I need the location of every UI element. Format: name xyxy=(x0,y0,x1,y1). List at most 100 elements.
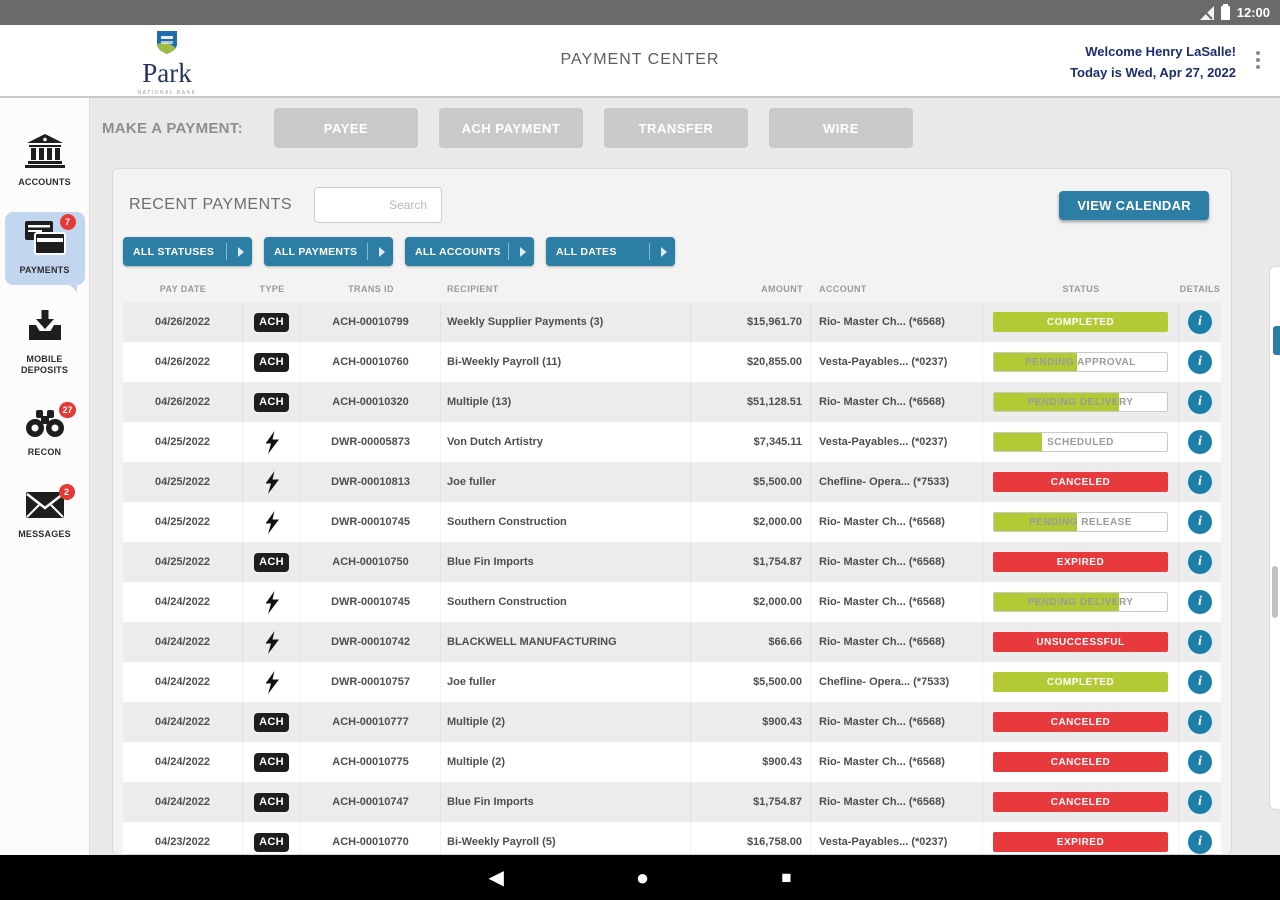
sidebar-item-messages[interactable]: 2 MESSAGES xyxy=(5,482,85,548)
info-icon[interactable]: i xyxy=(1188,470,1212,494)
page-title: PAYMENT CENTER xyxy=(560,51,720,68)
table-row: 04/24/2022 ACH ACH-00010777 Multiple (2) $90… xyxy=(123,702,1221,742)
trans-id-cell: ACH-00010775 xyxy=(301,742,441,782)
recipient-cell: Joe fuller xyxy=(441,662,691,702)
table-row: 04/24/2022 DWR-00010745 Southern Construct… xyxy=(123,582,1221,622)
account-cell: Rio- Master Ch... (*6568) xyxy=(811,582,983,622)
amount-cell: $5,500.00 xyxy=(691,662,811,702)
filter-all-payments-dropdown[interactable]: ALL PAYMENTS xyxy=(264,237,393,266)
info-icon[interactable]: i xyxy=(1188,350,1212,374)
sidebar-item-label: MESSAGES xyxy=(18,529,71,540)
info-icon[interactable]: i xyxy=(1188,310,1212,334)
view-calendar-button[interactable]: VIEW CALENDAR xyxy=(1059,190,1209,220)
amount-cell: $2,000.00 xyxy=(691,502,811,542)
info-icon[interactable]: i xyxy=(1188,590,1212,614)
details-cell: i xyxy=(1179,782,1221,822)
make-payment-wire-button[interactable]: WIRE xyxy=(769,108,913,148)
info-icon[interactable]: i xyxy=(1188,630,1212,654)
sidebar-item-label: MOBILE DEPOSITS xyxy=(20,353,69,375)
info-icon[interactable]: i xyxy=(1188,510,1212,534)
type-cell xyxy=(243,582,301,622)
filter-all-statuses-dropdown[interactable]: ALL STATUSES xyxy=(123,237,252,266)
status-badge: PENDING APPROVAL xyxy=(993,352,1168,372)
battery-icon xyxy=(1220,3,1230,20)
overflow-menu-icon[interactable] xyxy=(1256,51,1260,69)
make-payment-transfer-button[interactable]: TRANSFER xyxy=(604,108,748,148)
type-cell xyxy=(243,422,301,462)
status-cell: PENDING RELEASE xyxy=(983,502,1179,542)
make-payment-payee-button[interactable]: PAYEE xyxy=(274,108,418,148)
trans-id-cell: DWR-00010813 xyxy=(301,462,441,502)
status-cell: EXPIRED xyxy=(983,822,1179,854)
scrollbar-thumb[interactable] xyxy=(1272,566,1278,618)
chevron-right-icon xyxy=(238,246,244,257)
trans-id-cell: DWR-00010742 xyxy=(301,622,441,662)
pay-date-cell: 04/24/2022 xyxy=(123,582,243,622)
trans-id-cell: DWR-00010757 xyxy=(301,662,441,702)
recipient-cell: Multiple (2) xyxy=(441,742,691,782)
sidebar-item-accounts[interactable]: ACCOUNTS xyxy=(5,126,85,196)
type-cell xyxy=(243,502,301,542)
wire-bolt-icon xyxy=(265,630,279,654)
type-cell: ACH xyxy=(243,542,301,582)
make-payment-ach-payment-button[interactable]: ACH PAYMENT xyxy=(439,108,583,148)
pay-date-cell: 04/24/2022 xyxy=(123,662,243,702)
status-cell: PENDING DELIVERY xyxy=(983,582,1179,622)
pay-date-cell: 04/25/2022 xyxy=(123,462,243,502)
welcome-line2: Today is Wed, Apr 27, 2022 xyxy=(1070,64,1236,80)
recipient-cell: Joe fuller xyxy=(441,462,691,502)
amount-cell: $1,754.87 xyxy=(691,542,811,582)
table-header: PAY DATE TYPE TRANS ID RECIPIENT AMOUNT ACCOU… xyxy=(123,276,1221,302)
sidebar-nav: ACCOUNTS 7 PAYMENTS xyxy=(0,98,90,855)
search-input[interactable] xyxy=(314,187,443,223)
info-icon[interactable]: i xyxy=(1188,750,1212,774)
type-cell: ACH xyxy=(243,302,301,342)
info-icon[interactable]: i xyxy=(1188,390,1212,414)
home-icon[interactable]: ● xyxy=(635,864,650,890)
payments-badge: 7 xyxy=(59,214,76,231)
info-icon[interactable]: i xyxy=(1188,430,1212,454)
recon-badge: 27 xyxy=(59,402,76,418)
type-cell: ACH xyxy=(243,342,301,382)
amount-cell: $1,754.87 xyxy=(691,782,811,822)
account-cell: Vesta-Payables... (*0237) xyxy=(811,422,983,462)
make-payment-row: MAKE A PAYMENT: PAYEE ACH PAYMENT TRANSFER… xyxy=(102,106,934,150)
make-payment-buttons: PAYEE ACH PAYMENT TRANSFER WIRE xyxy=(274,108,934,148)
info-icon[interactable]: i xyxy=(1188,550,1212,574)
info-icon[interactable]: i xyxy=(1188,670,1212,694)
main-content: MAKE A PAYMENT: PAYEE ACH PAYMENT TRANSFER… xyxy=(90,98,1280,855)
filter-all-accounts-dropdown[interactable]: ALL ACCOUNTS xyxy=(405,237,534,266)
android-nav-bar: ◀ ● ■ xyxy=(0,855,1280,900)
info-icon[interactable]: i xyxy=(1188,830,1212,854)
recipient-cell: Multiple (13) xyxy=(441,382,691,422)
sidebar-item-recon[interactable]: 27 RECON xyxy=(5,400,85,466)
filter-label: ALL DATES xyxy=(556,245,617,258)
info-icon[interactable]: i xyxy=(1188,710,1212,734)
ach-type-badge: ACH xyxy=(254,552,289,572)
column-header-recipient: RECIPIENT xyxy=(447,284,499,294)
sidebar-item-mobile-deposits[interactable]: MOBILE DEPOSITS xyxy=(5,301,85,385)
android-status-bar: 12:00 xyxy=(0,0,1280,25)
status-cell: CANCELED xyxy=(983,742,1179,782)
recents-icon[interactable]: ■ xyxy=(781,868,792,887)
amount-cell: $16,758.00 xyxy=(691,822,811,854)
details-cell: i xyxy=(1179,462,1221,502)
make-payment-label: MAKE A PAYMENT: xyxy=(102,119,243,137)
account-cell: Rio- Master Ch... (*6568) xyxy=(811,382,983,422)
recipient-cell: Southern Construction xyxy=(441,582,691,622)
wire-bolt-icon xyxy=(265,470,279,494)
filter-all-dates-dropdown[interactable]: ALL DATES xyxy=(546,237,675,266)
back-icon[interactable]: ◀ xyxy=(488,866,504,889)
status-cell: CANCELED xyxy=(983,702,1179,742)
sidebar-item-payments[interactable]: 7 PAYMENTS xyxy=(4,212,85,292)
type-cell: ACH xyxy=(243,822,301,854)
trans-id-cell: ACH-00010770 xyxy=(301,822,441,854)
status-badge: EXPIRED xyxy=(993,832,1168,852)
logo-subtitle: NATIONAL BANK xyxy=(137,90,197,96)
ach-type-badge: ACH xyxy=(254,392,289,412)
info-icon[interactable]: i xyxy=(1188,790,1212,814)
next-panel-filter-edge xyxy=(1273,326,1280,355)
pay-date-cell: 04/24/2022 xyxy=(123,622,243,662)
payment-cards-icon: 7 xyxy=(24,214,76,261)
welcome-line1: Welcome Henry LaSalle! xyxy=(1085,44,1236,59)
